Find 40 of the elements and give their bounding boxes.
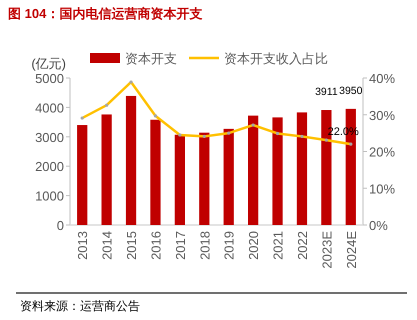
y-tick-label: 4000 <box>35 100 64 116</box>
y-tick-label: 2000 <box>35 159 64 174</box>
y2-tick-label: 10% <box>369 181 396 196</box>
bar <box>174 134 185 225</box>
text: 资料来源：运营商公告 <box>20 299 140 313</box>
x-tick-label: 2017 <box>172 231 188 260</box>
bar <box>101 114 112 225</box>
y-axis-title: (亿元) <box>31 56 66 71</box>
y-tick-label: 5000 <box>35 71 64 86</box>
y2-tick-label: 0% <box>369 218 388 233</box>
y2-tick-label: 20% <box>369 144 396 160</box>
x-tick-label: 2023E <box>319 230 334 269</box>
x-tick-label: 2021 <box>270 231 286 260</box>
legend-label: 资本开支收入占比 <box>224 51 328 66</box>
bar <box>77 125 88 225</box>
y-tick-label: 3000 <box>35 130 64 145</box>
bar <box>150 120 161 225</box>
bar <box>296 112 308 225</box>
bar <box>126 96 136 225</box>
y-tick-label: 0 <box>56 218 64 233</box>
x-tick-label: 2014 <box>100 231 115 260</box>
bar <box>272 117 283 225</box>
y-tick-label: 1000 <box>35 188 64 204</box>
x-tick-label: 2013 <box>75 231 90 260</box>
x-tick-label: 2022 <box>294 231 310 260</box>
x-tick-label: 2018 <box>197 231 212 260</box>
chart-title: 图 104：国内电信运营商资本开支 <box>8 6 202 21</box>
y2-tick-label: 30% <box>369 108 396 123</box>
legend-label: 资本开支 <box>125 51 177 66</box>
data-label: 3911 <box>315 86 338 98</box>
x-tick-label: 2024E <box>344 230 359 269</box>
y2-tick-label: 40% <box>369 71 396 86</box>
x-tick-label: 2015 <box>124 231 140 260</box>
x-tick-label: 2016 <box>148 231 164 260</box>
x-tick-label: 2019 <box>222 231 237 260</box>
bar <box>224 128 234 225</box>
bar <box>199 132 210 225</box>
x-tick-label: 2020 <box>246 231 262 260</box>
bar <box>248 116 258 225</box>
data-label: 3950 <box>339 84 363 97</box>
